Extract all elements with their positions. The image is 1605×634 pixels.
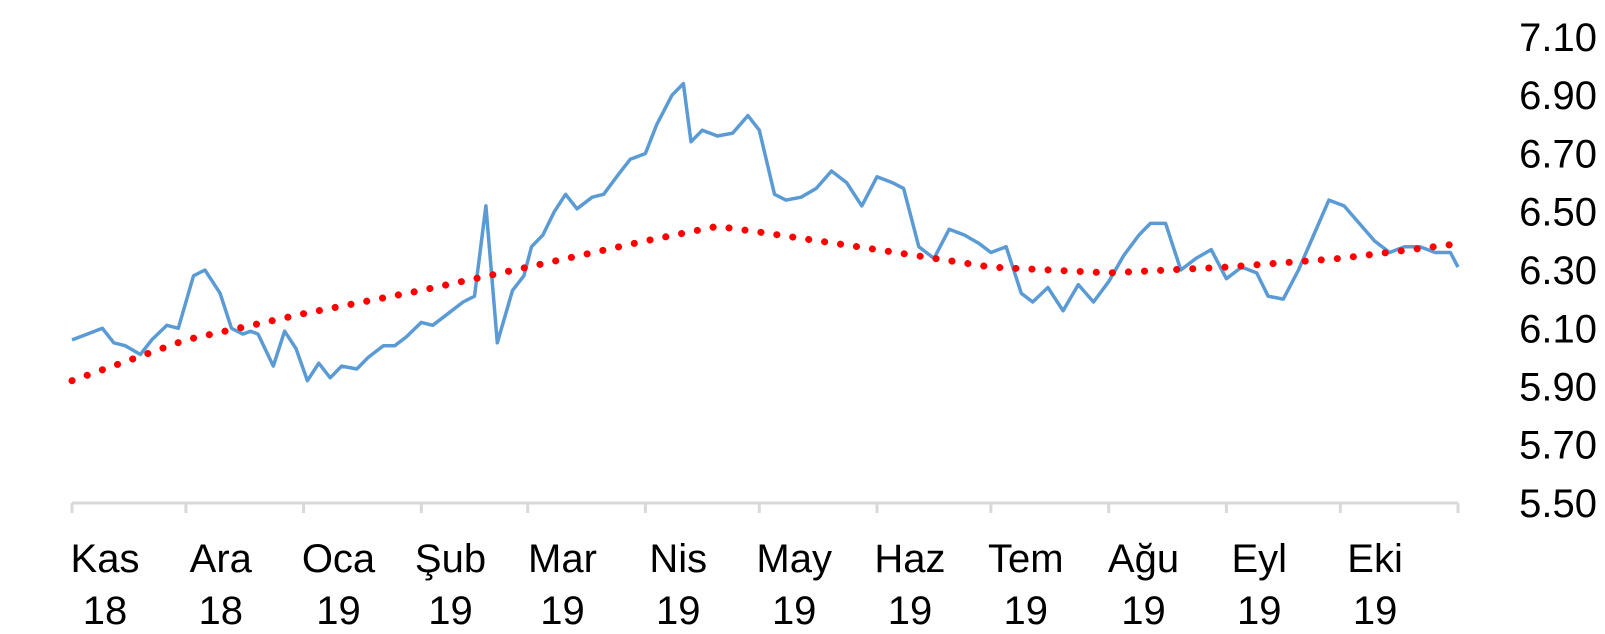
- x-tick-label: Eyl 19: [1232, 537, 1288, 633]
- x-tick-label: Kas 18: [71, 537, 140, 633]
- y-tick-label: 5.50: [1519, 482, 1597, 526]
- x-tick-label: Mar 19: [528, 537, 597, 633]
- x-tick-marks: [70, 503, 1460, 513]
- x-tick-label: Tem 19: [988, 537, 1064, 633]
- series-line: [71, 81, 1460, 383]
- x-tick-label: Şub 19: [415, 537, 486, 633]
- y-tick-labels: 7.10 6.90 6.70 6.50 6.30 6.10 5.90 5.70 5.50: [1519, 16, 1597, 526]
- y-tick-label: 7.10: [1519, 16, 1597, 60]
- x-tick-label: Ara 18: [190, 537, 253, 633]
- y-tick-label: 5.70: [1519, 424, 1597, 468]
- x-tick-label: Ağu 19: [1108, 537, 1179, 633]
- x-tick-label: Oca 19: [302, 537, 376, 633]
- y-tick-label: 5.90: [1519, 366, 1597, 410]
- x-tick-label: Eki 19: [1347, 537, 1403, 633]
- x-tick-label: Haz 19: [874, 537, 945, 633]
- x-tick-label: Nis 19: [649, 537, 707, 633]
- x-tick-label: May 19: [756, 537, 832, 633]
- trend-line-dotted: [68, 222, 1462, 385]
- x-tick-labels: Kas 18 Ara 18 Oca 19 Şub 19 Mar 19 Nis 19 May 19 Haz 19…: [71, 537, 1403, 633]
- y-tick-label: 6.50: [1519, 191, 1597, 235]
- y-tick-label: 6.90: [1519, 74, 1597, 118]
- y-tick-label: 6.10: [1519, 307, 1597, 351]
- series-layer: [68, 81, 1462, 385]
- y-tick-label: 6.70: [1519, 133, 1597, 177]
- y-tick-label: 6.30: [1519, 249, 1597, 293]
